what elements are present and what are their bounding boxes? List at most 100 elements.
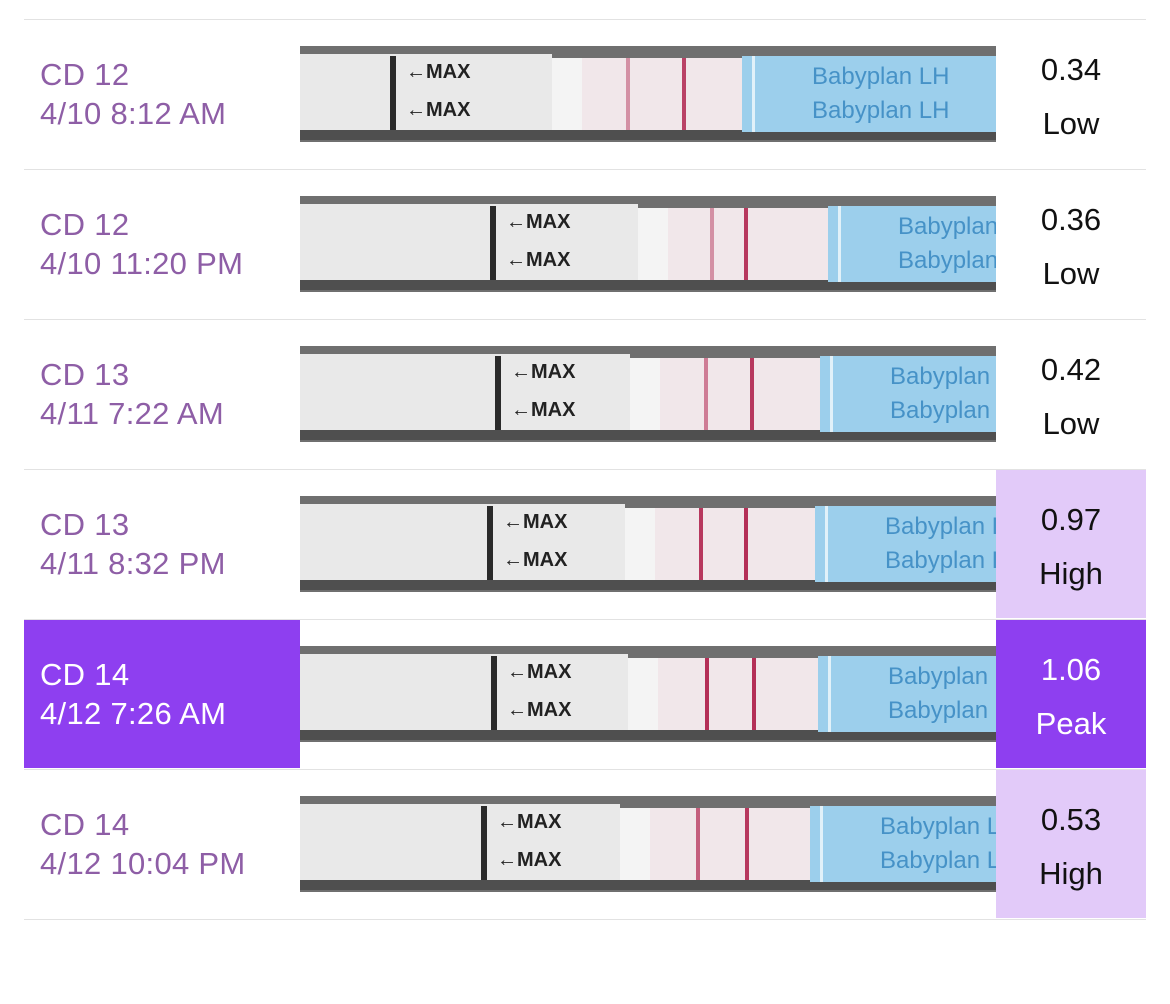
row-label: CD 14 4/12 7:26 AM bbox=[24, 620, 300, 768]
brand-text: Babyplan LH bbox=[880, 813, 996, 840]
brand-text: Babyplan LH bbox=[890, 397, 996, 424]
result-level: Peak bbox=[1035, 706, 1107, 741]
result-window bbox=[658, 658, 818, 730]
strip-notch bbox=[620, 808, 650, 880]
brand-text: Babyplan LH bbox=[812, 97, 949, 124]
lh-strip-graphic: ←MAX ←MAX Babyplan LH Babyplan LH bbox=[300, 46, 996, 142]
test-line bbox=[744, 508, 748, 580]
test-line bbox=[682, 58, 686, 130]
max-marker bbox=[390, 56, 396, 130]
test-line bbox=[696, 808, 700, 880]
max-label: ←MAX bbox=[503, 549, 568, 571]
result-value: 0.36 bbox=[1040, 202, 1102, 237]
plastic-glare bbox=[830, 356, 833, 432]
row-divider bbox=[24, 769, 1146, 770]
test-line bbox=[752, 658, 756, 730]
result-level: Low bbox=[1042, 106, 1100, 141]
test-row-selected[interactable]: CD 14 4/12 7:26 AM ←MAX ←MAX Babyplan LH Ba… bbox=[24, 620, 1146, 770]
strip-notch bbox=[638, 208, 668, 280]
brand-label-area bbox=[820, 356, 996, 432]
row-label: CD 14 4/12 10:04 PM bbox=[24, 770, 300, 918]
test-datetime: 4/10 8:12 AM bbox=[40, 96, 227, 131]
brand-text: Babyplan LH bbox=[880, 847, 996, 874]
result-window bbox=[582, 58, 742, 130]
plastic-glare bbox=[828, 656, 831, 732]
strip-shadow bbox=[300, 730, 996, 740]
test-row[interactable]: CD 13 4/11 8:32 PM ←MAX ←MAX Babyplan LH Ba… bbox=[24, 470, 1146, 620]
result-cell: 0.42 Low bbox=[996, 320, 1146, 468]
brand-text: Babyplan LH bbox=[888, 663, 996, 690]
result-cell: 0.97 High bbox=[996, 470, 1146, 618]
test-row[interactable]: CD 14 4/12 10:04 PM ←MAX ←MAX Babyplan LH B… bbox=[24, 770, 1146, 920]
test-row[interactable]: CD 12 4/10 11:20 PM ←MAX ←MAX Babyplan LH B… bbox=[24, 170, 1146, 320]
cycle-day: CD 12 bbox=[40, 57, 130, 92]
test-row[interactable]: CD 13 4/11 7:22 AM ←MAX ←MAX Babyplan LH Ba… bbox=[24, 320, 1146, 470]
plastic-glare bbox=[820, 806, 823, 882]
test-row[interactable]: CD 12 4/10 8:12 AM ←MAX ←MAX Babyplan LH Ba… bbox=[24, 20, 1146, 170]
brand-label-area bbox=[815, 506, 996, 582]
max-label: ←MAX bbox=[503, 511, 568, 533]
result-window bbox=[655, 508, 815, 580]
brand-label-area bbox=[810, 806, 996, 882]
max-label: ←MAX bbox=[406, 99, 471, 121]
max-label: ←MAX bbox=[406, 61, 471, 83]
brand-text: Babyplan LH bbox=[885, 547, 996, 574]
result-value: 0.42 bbox=[1040, 352, 1102, 387]
plastic-glare bbox=[838, 206, 841, 282]
result-level: High bbox=[1039, 556, 1103, 591]
strip-handle bbox=[300, 804, 620, 880]
brand-label-area bbox=[742, 56, 996, 132]
max-label: ←MAX bbox=[511, 361, 576, 383]
cycle-day: CD 13 bbox=[40, 357, 130, 392]
lh-strip-graphic: ←MAX ←MAX Babyplan LH Babyplan LH bbox=[300, 346, 996, 442]
strip-handle bbox=[300, 504, 625, 580]
test-line bbox=[710, 208, 714, 280]
result-level: Low bbox=[1042, 406, 1100, 441]
strip-shadow bbox=[300, 580, 996, 590]
brand-text: Babyplan LH bbox=[898, 247, 996, 274]
strip-shadow bbox=[300, 880, 996, 890]
cycle-day: CD 13 bbox=[40, 507, 130, 542]
test-strip-photo: ←MAX ←MAX Babyplan LH Babyplan LH bbox=[300, 46, 996, 142]
test-line bbox=[745, 808, 749, 880]
brand-text: Babyplan LH bbox=[898, 213, 996, 240]
test-datetime: 4/12 7:26 AM bbox=[40, 696, 227, 731]
result-value: 1.06 bbox=[1040, 652, 1102, 687]
test-line bbox=[744, 208, 748, 280]
max-marker bbox=[487, 506, 493, 580]
test-line bbox=[626, 58, 630, 130]
brand-text: Babyplan LH bbox=[890, 363, 996, 390]
result-window bbox=[660, 358, 820, 430]
brand-text: Babyplan LH bbox=[888, 697, 996, 724]
lh-strip-graphic: ←MAX ←MAX Babyplan LH Babyplan LH bbox=[300, 796, 996, 892]
lh-strip-graphic: ←MAX ←MAX Babyplan LH Babyplan LH bbox=[300, 196, 996, 292]
max-label: ←MAX bbox=[507, 699, 572, 721]
test-strip-photo: ←MAX ←MAX Babyplan LH Babyplan LH bbox=[300, 346, 996, 442]
max-label: ←MAX bbox=[507, 661, 572, 683]
result-cell: 1.06 Peak bbox=[996, 620, 1146, 768]
strip-handle bbox=[300, 354, 630, 430]
result-value: 0.97 bbox=[1040, 502, 1102, 537]
max-marker bbox=[495, 356, 501, 430]
plastic-glare bbox=[825, 506, 828, 582]
test-strip-photo: ←MAX ←MAX Babyplan LH Babyplan LH bbox=[300, 646, 996, 742]
strip-notch bbox=[628, 658, 658, 730]
lh-strip-graphic: ←MAX ←MAX Babyplan LH Babyplan LH bbox=[300, 496, 996, 592]
list-top-divider bbox=[24, 19, 1146, 20]
test-line bbox=[704, 358, 708, 430]
row-divider bbox=[24, 919, 1146, 920]
result-window bbox=[650, 808, 810, 880]
test-datetime: 4/11 8:32 PM bbox=[40, 546, 226, 581]
row-label: CD 13 4/11 8:32 PM bbox=[24, 470, 300, 618]
test-datetime: 4/10 11:20 PM bbox=[40, 246, 244, 281]
strip-notch bbox=[625, 508, 655, 580]
row-label: CD 12 4/10 8:12 AM bbox=[24, 20, 300, 168]
result-level: Low bbox=[1042, 256, 1100, 291]
row-divider bbox=[24, 169, 1146, 170]
strip-notch bbox=[630, 358, 660, 430]
cycle-day: CD 14 bbox=[40, 807, 130, 842]
max-label: ←MAX bbox=[497, 811, 562, 833]
lh-strip-graphic: ←MAX ←MAX Babyplan LH Babyplan LH bbox=[300, 646, 996, 742]
row-label: CD 12 4/10 11:20 PM bbox=[24, 170, 300, 318]
test-strip-photo: ←MAX ←MAX Babyplan LH Babyplan LH bbox=[300, 796, 996, 892]
